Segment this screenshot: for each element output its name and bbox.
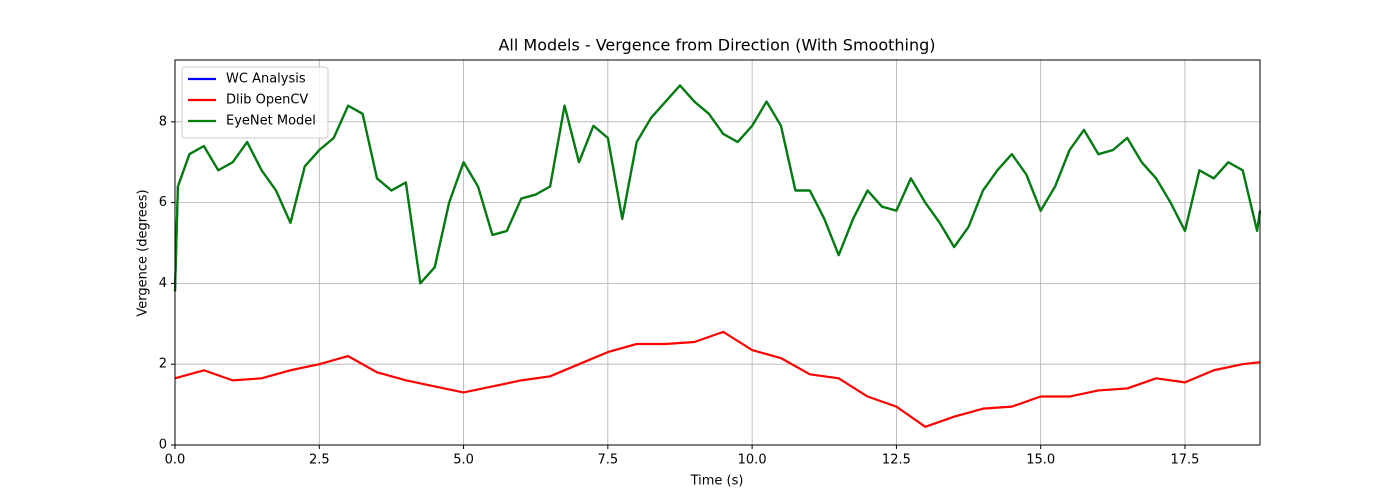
- y-tick-label: 2: [159, 357, 167, 372]
- x-tick-label: 12.5: [882, 453, 911, 468]
- y-tick-label: 6: [159, 195, 167, 210]
- series-line: [174, 330, 1261, 428]
- x-tick-label: 2.5: [309, 453, 330, 468]
- x-tick-label: 5.0: [453, 453, 474, 468]
- x-axis-label: Time (s): [690, 474, 744, 489]
- x-tick-label: 15.0: [1026, 453, 1055, 468]
- plot-frame: [174, 59, 1261, 446]
- x-tick-label: 0.0: [165, 453, 186, 468]
- y-tick-label: 8: [159, 114, 167, 129]
- legend-label: Dlib OpenCV: [226, 93, 308, 108]
- x-tick-label: 7.5: [598, 453, 619, 468]
- y-tick-label: 4: [159, 276, 167, 291]
- series-line: [173, 84, 1262, 292]
- y-tick-label: 0: [159, 438, 167, 453]
- chart-title: All Models - Vergence from Direction (Wi…: [498, 36, 935, 55]
- x-tick-label: 10.0: [738, 453, 767, 468]
- x-tick-label: 17.5: [1170, 453, 1199, 468]
- legend-label: WC Analysis: [226, 72, 306, 87]
- legend-label: EyeNet Model: [226, 114, 316, 129]
- legend-box: [181, 66, 329, 139]
- y-axis-label: Vergence (degrees): [136, 189, 151, 316]
